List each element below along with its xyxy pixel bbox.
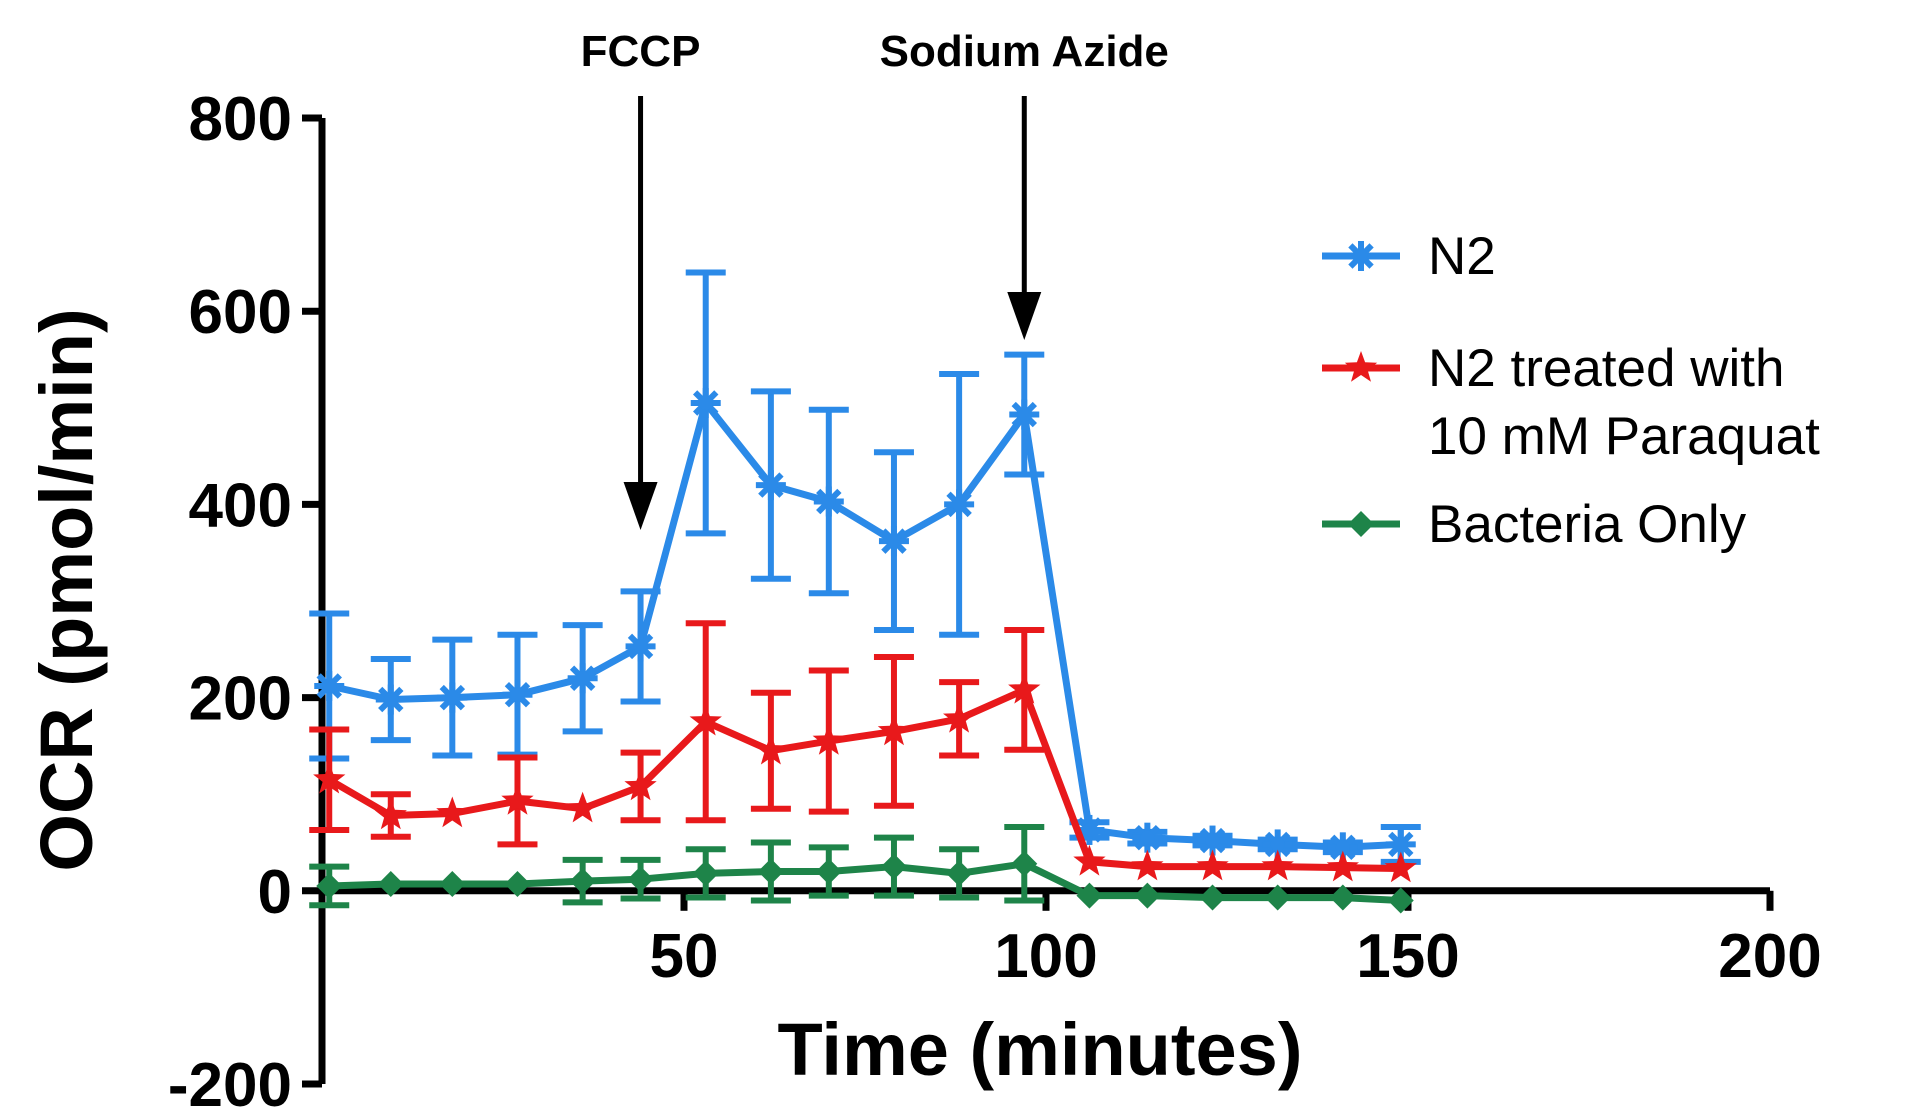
data-point — [502, 679, 533, 710]
data-point — [377, 871, 404, 898]
y-axis-title: OCR (pmol/min) — [25, 308, 108, 871]
legend-label: 10 mM Paraquat — [1428, 407, 1820, 466]
x-tick-label: 100 — [994, 922, 1097, 991]
y-tick-label: 600 — [189, 278, 292, 347]
x-tick-label: 200 — [1718, 922, 1821, 991]
series-line — [328, 399, 1401, 851]
data-point — [813, 486, 844, 517]
data-point — [501, 784, 534, 815]
legend-label: N2 — [1428, 227, 1496, 286]
data-point — [1329, 884, 1356, 911]
data-point — [374, 798, 407, 830]
data-point — [1387, 887, 1414, 914]
annotation-arrow: Sodium Azide — [880, 27, 1169, 340]
legend-item: N2 treated with 10 mM Paraquat — [1322, 339, 1820, 466]
data-point — [946, 860, 973, 887]
data-point — [1261, 849, 1294, 881]
annotation-label: Sodium Azide — [880, 27, 1169, 76]
data-point — [504, 871, 531, 898]
annotation-arrow: FCCP — [581, 27, 701, 530]
legend-label: N2 treated with — [1428, 339, 1784, 398]
data-point — [316, 872, 343, 899]
y-tick-label: -200 — [168, 1051, 292, 1113]
data-point — [877, 714, 911, 746]
data-point — [313, 762, 346, 794]
legend-item: Bacteria Only — [1322, 495, 1747, 554]
annotation-arrowhead — [623, 482, 658, 530]
data-point — [437, 682, 468, 713]
data-point — [755, 470, 786, 501]
data-point — [1326, 850, 1359, 882]
x-tick-label: 150 — [1356, 922, 1459, 991]
y-tick-label: 800 — [189, 85, 292, 154]
data-point — [943, 701, 976, 733]
series-n2-treated-with-10-mm-paraquat — [309, 620, 1417, 883]
data-point — [754, 733, 787, 765]
data-point — [566, 791, 599, 823]
data-point — [1131, 849, 1164, 881]
data-point — [314, 671, 345, 702]
y-tick-label: 0 — [258, 858, 292, 927]
data-point — [569, 868, 596, 895]
data-point — [880, 853, 907, 880]
data-point — [815, 858, 842, 885]
data-point — [375, 684, 406, 715]
data-point — [1327, 832, 1358, 863]
data-point — [1011, 850, 1038, 877]
annotation-label: FCCP — [581, 27, 701, 76]
legend-marker — [1344, 351, 1378, 382]
data-point — [757, 858, 784, 885]
data-point — [439, 871, 466, 898]
series-bacteria-only — [309, 824, 1414, 914]
x-axis-title: Time (minutes) — [778, 1008, 1303, 1091]
legend-marker — [1346, 241, 1376, 271]
data-point — [627, 866, 654, 893]
data-point — [1196, 849, 1229, 881]
data-point — [1199, 884, 1226, 911]
x-tick-label: 50 — [650, 922, 719, 991]
data-point — [436, 796, 469, 828]
legend-item: N2 — [1322, 227, 1496, 286]
legend-label: Bacteria Only — [1428, 495, 1747, 554]
data-point — [1384, 851, 1417, 883]
data-point — [1008, 672, 1041, 704]
data-point — [1385, 829, 1416, 860]
data-point — [1009, 399, 1040, 430]
data-point — [1134, 882, 1161, 909]
data-point — [944, 489, 975, 520]
data-point — [1264, 884, 1291, 911]
data-point — [567, 663, 598, 694]
data-point — [1073, 844, 1106, 876]
data-point — [690, 387, 721, 418]
series-n2 — [309, 269, 1421, 865]
annotation-arrowhead — [1007, 292, 1042, 340]
data-point — [878, 526, 909, 557]
data-point — [1076, 882, 1103, 909]
data-point — [1132, 822, 1163, 853]
legend-marker — [1348, 511, 1374, 537]
data-point — [689, 704, 722, 736]
data-point — [692, 860, 719, 887]
data-point — [624, 769, 657, 801]
data-point — [812, 724, 845, 755]
y-tick-label: 400 — [189, 471, 292, 540]
y-tick-label: 200 — [189, 665, 292, 734]
data-point — [625, 631, 656, 662]
series-line — [327, 686, 1401, 873]
data-point — [1262, 829, 1293, 860]
